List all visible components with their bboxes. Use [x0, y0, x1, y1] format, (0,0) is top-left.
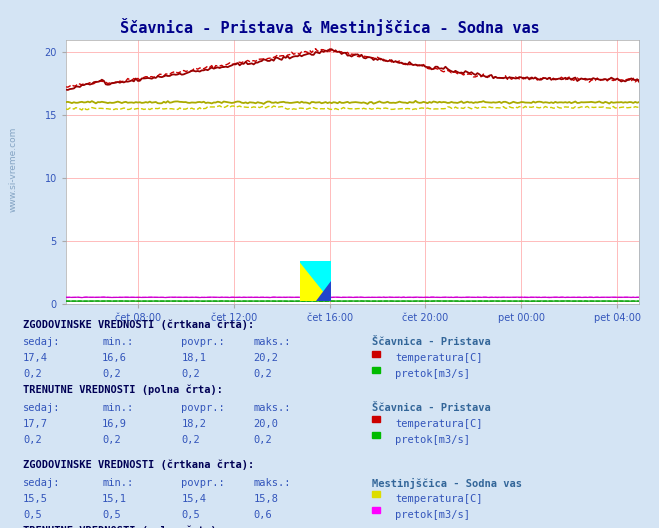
Text: 0,2: 0,2	[23, 435, 42, 445]
Text: Ščavnica - Pristava & Mestinjščica - Sodna vas: Ščavnica - Pristava & Mestinjščica - Sod…	[120, 18, 539, 36]
Text: maks.:: maks.:	[254, 478, 291, 488]
Text: 15,4: 15,4	[181, 494, 206, 504]
Text: www.si-vreme.com: www.si-vreme.com	[9, 126, 18, 212]
Text: ZGODOVINSKE VREDNOSTI (črtkana črta):: ZGODOVINSKE VREDNOSTI (črtkana črta):	[23, 460, 254, 470]
Text: 17,4: 17,4	[23, 353, 48, 363]
Text: temperatura[C]: temperatura[C]	[395, 419, 483, 429]
Text: 0,2: 0,2	[181, 435, 200, 445]
Polygon shape	[316, 281, 331, 301]
Text: 16,9: 16,9	[102, 419, 127, 429]
Text: 0,2: 0,2	[254, 369, 272, 379]
Text: 0,5: 0,5	[23, 510, 42, 520]
Text: min.:: min.:	[102, 403, 133, 413]
Text: 15,5: 15,5	[23, 494, 48, 504]
Text: 0,2: 0,2	[181, 369, 200, 379]
Text: povpr.:: povpr.:	[181, 478, 225, 488]
Text: ZGODOVINSKE VREDNOSTI (črtkana črta):: ZGODOVINSKE VREDNOSTI (črtkana črta):	[23, 319, 254, 330]
Text: TRENUTNE VREDNOSTI (polna črta):: TRENUTNE VREDNOSTI (polna črta):	[23, 385, 223, 395]
Text: 0,2: 0,2	[254, 435, 272, 445]
Text: 0,2: 0,2	[23, 369, 42, 379]
Text: temperatura[C]: temperatura[C]	[395, 353, 483, 363]
Text: 18,2: 18,2	[181, 419, 206, 429]
Text: 17,7: 17,7	[23, 419, 48, 429]
Text: Mestinjščica - Sodna vas: Mestinjščica - Sodna vas	[372, 478, 523, 489]
Text: povpr.:: povpr.:	[181, 337, 225, 347]
Text: 20,0: 20,0	[254, 419, 279, 429]
Polygon shape	[300, 261, 331, 301]
Text: 15,8: 15,8	[254, 494, 279, 504]
Text: maks.:: maks.:	[254, 403, 291, 413]
Text: pretok[m3/s]: pretok[m3/s]	[395, 435, 471, 445]
Text: povpr.:: povpr.:	[181, 403, 225, 413]
Polygon shape	[300, 261, 331, 301]
Text: min.:: min.:	[102, 337, 133, 347]
Text: 0,5: 0,5	[102, 510, 121, 520]
Text: 0,2: 0,2	[102, 369, 121, 379]
Text: Ščavnica - Pristava: Ščavnica - Pristava	[372, 337, 491, 347]
Text: maks.:: maks.:	[254, 337, 291, 347]
Text: 16,6: 16,6	[102, 353, 127, 363]
Text: pretok[m3/s]: pretok[m3/s]	[395, 510, 471, 520]
Text: sedaj:: sedaj:	[23, 478, 61, 488]
Text: sedaj:: sedaj:	[23, 403, 61, 413]
Text: 15,1: 15,1	[102, 494, 127, 504]
Text: 20,2: 20,2	[254, 353, 279, 363]
Text: Ščavnica - Pristava: Ščavnica - Pristava	[372, 403, 491, 413]
Text: 0,5: 0,5	[181, 510, 200, 520]
Text: 0,2: 0,2	[102, 435, 121, 445]
Text: sedaj:: sedaj:	[23, 337, 61, 347]
Text: temperatura[C]: temperatura[C]	[395, 494, 483, 504]
Text: 18,1: 18,1	[181, 353, 206, 363]
Text: TRENUTNE VREDNOSTI (polna črta):: TRENUTNE VREDNOSTI (polna črta):	[23, 525, 223, 528]
Text: 0,6: 0,6	[254, 510, 272, 520]
Text: pretok[m3/s]: pretok[m3/s]	[395, 369, 471, 379]
Text: min.:: min.:	[102, 478, 133, 488]
